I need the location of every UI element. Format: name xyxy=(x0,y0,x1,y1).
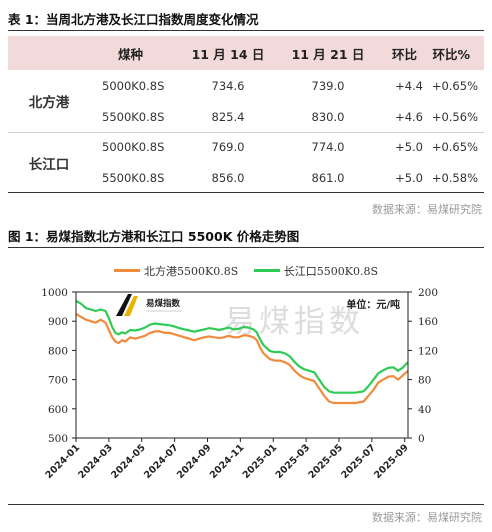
series-line-changjiang xyxy=(75,299,409,394)
change-cell: +4.6 xyxy=(395,109,423,124)
legend-swatch-north xyxy=(114,269,140,272)
legend-item-north: 北方港5500K0.8S xyxy=(114,263,238,279)
value-date-2: 861.0 xyxy=(311,171,345,185)
header-change-pct: 环比% xyxy=(431,36,484,70)
legend-swatch-changjiang xyxy=(253,269,280,272)
x-tick-label: 2025-09 xyxy=(372,442,411,481)
change-cell: +5.0 xyxy=(378,131,431,162)
price-change-table: 煤种 11 月 14 日 11 月 21 日 环比 环比% 北方港 5000K0… xyxy=(8,36,484,194)
x-tick-label: 2025-01 xyxy=(241,442,280,481)
y2-tick-label: 160 xyxy=(418,316,438,328)
table-header-row: 煤种 11 月 14 日 11 月 21 日 环比 环比% xyxy=(8,36,484,70)
value-date-2: 774.0 xyxy=(278,131,378,162)
chart-legend: 北方港5500K0.8S 长江口5500K0.8S xyxy=(0,262,492,279)
figure-source-note: 数据来源：易煤研究院 xyxy=(372,511,482,524)
legend-label-north: 北方港5500K0.8S xyxy=(144,264,239,278)
y2-tick-label: 40 xyxy=(418,404,431,416)
table-row: 长江口 5000K0.8S 769.0 774.0 +5.0 +0.65% xyxy=(8,131,484,194)
header-change: 环比 xyxy=(378,36,431,70)
chart-watermark: 易煤指数 xyxy=(224,304,364,340)
header-date-2: 11 月 21 日 xyxy=(278,36,378,70)
change-cell: +4.4 xyxy=(395,79,423,93)
x-tick-label: 2024-01 xyxy=(44,442,83,481)
table-top-rule xyxy=(8,30,484,31)
y-tick-label: 1000 xyxy=(41,287,68,299)
header-region xyxy=(8,36,90,70)
coal-type-cell: 5000K0.8S xyxy=(102,79,165,93)
table-row: 北方港 5000K0.8S 734.6 739.0 +4.4 +0.65% xyxy=(8,70,484,111)
header-date-1: 11 月 14 日 xyxy=(178,36,278,70)
brand-logo: 易煤指数 xyxy=(110,294,186,318)
figure-top-rule xyxy=(8,247,484,248)
y2-tick-label: 120 xyxy=(418,345,438,357)
value-date-2: 739.0 xyxy=(311,79,345,93)
x-tick-label: 2024-07 xyxy=(142,442,181,481)
legend-label-changjiang: 长江口5500K0.8S xyxy=(283,264,378,278)
value-date-1: 734.6 xyxy=(211,79,245,93)
y-tick-label: 900 xyxy=(48,316,68,328)
y2-tick-label: 0 xyxy=(418,433,425,445)
change-pct-cell: +0.65% xyxy=(431,131,484,162)
coal-type-cell: 5500K0.8S xyxy=(102,109,165,124)
plot-area xyxy=(75,291,409,439)
price-trend-chart: 易煤指数 易煤指数 单位：元/吨 500 600 700 800 900 1000 0 40 8… xyxy=(41,287,438,481)
x-tick-label: 2024-05 xyxy=(109,442,148,481)
coal-type-cell: 5500K0.8S xyxy=(102,171,165,185)
figure-title: 图 1：易煤指数北方港和长江口 5500K 价格走势图 xyxy=(8,229,300,244)
change-pct-cell: +0.65% xyxy=(431,79,478,93)
table-source-note: 数据来源：易煤研究院 xyxy=(372,203,482,216)
x-tick-label: 2025-07 xyxy=(339,442,378,481)
value-date-1: 825.4 xyxy=(211,109,245,124)
x-tick-label: 2025-03 xyxy=(274,442,313,481)
x-tick-label: 2024-03 xyxy=(76,442,115,481)
coal-type-cell: 5000K0.8S xyxy=(90,131,178,162)
change-pct-cell: +0.58% xyxy=(431,171,478,185)
y-tick-label: 800 xyxy=(48,345,68,357)
x-tick-label: 2024-09 xyxy=(175,442,214,481)
table-title: 表 1：当周北方港及长江口指数周度变化情况 xyxy=(8,12,259,27)
y2-tick-label: 80 xyxy=(418,375,431,387)
change-pct-cell: +0.56% xyxy=(431,109,478,124)
y2-tick-label: 200 xyxy=(418,287,438,299)
series-line-north xyxy=(75,312,409,405)
value-date-2: 830.0 xyxy=(311,109,345,124)
region-cell: 长江口 xyxy=(8,131,90,194)
table-bottom-rule xyxy=(8,192,484,193)
chart-unit-label: 单位：元/吨 xyxy=(346,298,400,311)
region-cell: 北方港 xyxy=(28,94,70,111)
value-date-1: 769.0 xyxy=(178,131,278,162)
y-tick-label: 500 xyxy=(48,433,68,445)
y-tick-label: 600 xyxy=(48,404,68,416)
figure-bottom-rule xyxy=(8,504,484,505)
y-tick-label: 700 xyxy=(48,375,68,387)
x-tick-label: 2025-05 xyxy=(306,442,345,481)
legend-item-changjiang: 长江口5500K0.8S xyxy=(253,263,378,279)
table-row: 5500K0.8S 825.4 830.0 +4.6 +0.56% xyxy=(8,102,484,132)
table-row: 5500K0.8S 856.0 861.0 +5.0 +0.58% xyxy=(8,162,484,194)
value-date-1: 856.0 xyxy=(211,171,245,185)
header-coal-type: 煤种 xyxy=(90,36,178,70)
change-cell: +5.0 xyxy=(395,171,423,185)
logo-text: 易煤指数 xyxy=(146,298,181,309)
x-tick-label: 2024-11 xyxy=(208,442,247,481)
